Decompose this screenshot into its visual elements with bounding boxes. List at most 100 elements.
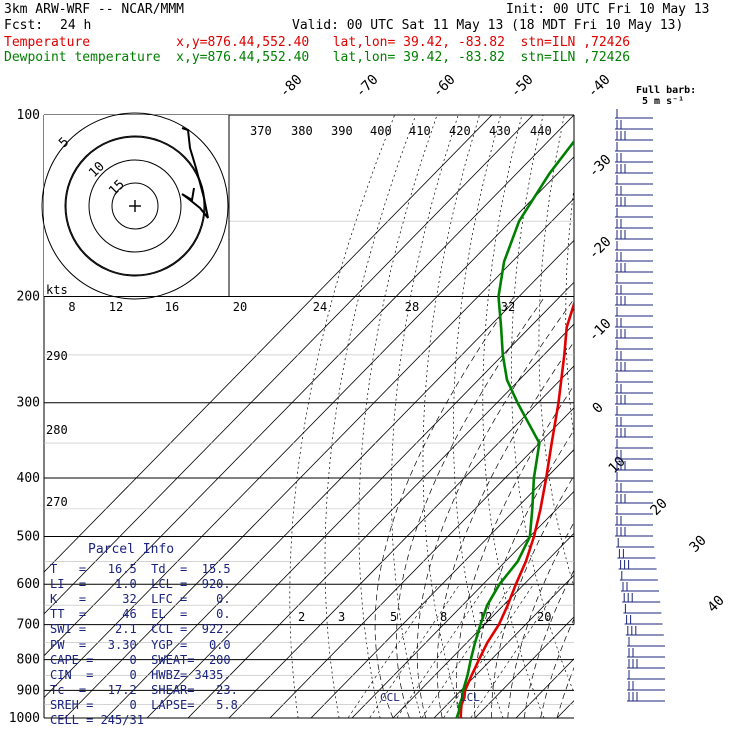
mixing-ratio-label: 20 [537, 610, 551, 624]
theta-label: 380 [291, 124, 313, 138]
isotherm-label: -20 [586, 234, 615, 263]
theta-label: 270 [46, 495, 68, 509]
isotherm-line [105, 239, 574, 718]
isotherm-label: -60 [430, 72, 459, 101]
isotherm-line [556, 700, 574, 718]
model-title: 3km ARW-WRF -- NCAR/MMM [4, 2, 185, 17]
theta-label: 280 [46, 423, 68, 437]
moist-adiabat [374, 296, 515, 718]
dry-adiabat [666, 115, 740, 718]
speed-tick-label: 32 [501, 300, 515, 314]
isotherm-label: -40 [585, 72, 614, 101]
speed-tick-label: 8 [68, 300, 75, 314]
theta-label: 400 [370, 124, 392, 138]
barb-legend-title: Full barb: [636, 85, 696, 96]
mixing-ratio-label: 5 [390, 610, 397, 624]
dry-adiabat [734, 115, 740, 718]
mixing-ratio-line [369, 584, 460, 718]
dry-adiabat [289, 115, 395, 718]
temperature-legend: Temperature x,y=876.44,552.40 lat,lon= 3… [4, 35, 631, 50]
init-time: Init: 00 UTC Fri 10 May 13 [506, 2, 710, 17]
isotherm-line [187, 323, 574, 718]
parcel-info-title: Parcel Info [88, 542, 175, 557]
mixing-ratio-line [396, 584, 488, 718]
pressure-tick-label: 900 [17, 683, 40, 698]
parcel-row: LI = 1.0 LCL = 920. [50, 577, 231, 591]
isotherm-line [639, 115, 740, 718]
isotherm-label: 40 [705, 593, 728, 616]
isotherm-label: 0 [590, 400, 607, 417]
isotherm-line [474, 616, 574, 718]
dewpoint-legend: Dewpoint temperature x,y=876.44,552.40 l… [4, 50, 631, 65]
barb-legend-unit: 5 m s⁻¹ [642, 96, 684, 107]
theta-label: 290 [46, 349, 68, 363]
forecast-hour: 24 h [60, 18, 92, 33]
parcel-row: SREH = 0 LAPSE= 5.8 [50, 698, 238, 712]
theta-label: 390 [331, 124, 353, 138]
isotherm-line [351, 490, 574, 718]
parcel-row: SWI = 2.1 CCL = 922. [50, 622, 231, 636]
speed-tick-label: 12 [109, 300, 123, 314]
hodograph-ring [65, 136, 205, 276]
isotherm-label: 30 [687, 533, 710, 556]
isotherm-line [44, 115, 534, 615]
dry-adiabat [482, 115, 545, 718]
hodograph-ring [88, 159, 182, 253]
dry-adiabat [324, 115, 417, 718]
isotherm-line [310, 449, 574, 718]
pressure-tick-label: 300 [17, 396, 40, 411]
forecast-label: Fcst: [4, 18, 44, 33]
theta-label: 440 [530, 124, 552, 138]
dry-adiabat [422, 115, 480, 718]
pressure-tick-label: 100 [17, 108, 40, 123]
hodograph-unit-label: kts [46, 283, 68, 297]
pressure-tick-label: 1000 [9, 711, 40, 726]
parcel-row: TT = 46 EL = 0. [50, 607, 231, 621]
pressure-tick-label: 500 [17, 529, 40, 544]
isotherm-line [44, 156, 574, 699]
mixing-ratio-line [443, 584, 534, 718]
profile-line-temperature [459, 299, 574, 718]
valid-time: Valid: 00 UTC Sat 11 May 13 (18 MDT Fri … [292, 18, 684, 33]
pressure-tick-label: 600 [17, 577, 40, 592]
isotherm-line [64, 198, 574, 718]
isotherm-label: -30 [586, 152, 615, 181]
isotherm-line [228, 365, 574, 718]
pressure-tick-label: 400 [17, 471, 40, 486]
mixing-ratio-label: 3 [338, 610, 345, 624]
speed-tick-label: 24 [313, 300, 327, 314]
parcel-row: CIN = 0 HWBZ= 3435. [50, 668, 231, 682]
isotherm-line [44, 115, 574, 657]
parcel-row: K = 32 LFC = 0. [50, 592, 231, 606]
parcel-row: T = 16.5 Td = 15.5 [50, 562, 231, 576]
hodograph-trace [181, 127, 209, 219]
dry-adiabat [712, 115, 740, 718]
hodograph-ring [41, 112, 229, 300]
isotherm-line [598, 115, 740, 718]
mixing-ratio-line [421, 584, 513, 718]
pressure-tick-label: 700 [17, 618, 40, 633]
parcel-row: CELL = 245/31 [50, 713, 144, 727]
parcel-info-panel: Parcel Info T = 16.5 Td = 15.5 LI = 1.0 … [44, 540, 240, 730]
isotherm-line [44, 115, 493, 573]
isotherm-label: -10 [586, 316, 615, 345]
parcel-row: Tc = 17.2 SHEAR= 23. [50, 683, 238, 697]
isotherm-line [433, 574, 574, 718]
dry-adiabat [565, 185, 574, 439]
isotherm-label: -80 [277, 72, 306, 101]
speed-tick-label: 28 [405, 300, 419, 314]
isotherm-label: -70 [353, 72, 382, 101]
mixing-ratio-line [347, 584, 439, 718]
theta-label: 410 [409, 124, 431, 138]
speed-tick-label: 20 [233, 300, 247, 314]
isotherm-line [146, 281, 574, 718]
mixing-ratio-label: 2 [298, 610, 305, 624]
dry-adiabat [358, 115, 438, 718]
dry-adiabat [592, 115, 708, 718]
parcel-row: CAPE = 0 SWEAT= 200 [50, 653, 231, 667]
isotherm-line [392, 532, 574, 718]
parcel-row: PW = 3.30 YGP = 0.0 [50, 638, 231, 652]
pressure-tick-label: 200 [17, 290, 40, 305]
